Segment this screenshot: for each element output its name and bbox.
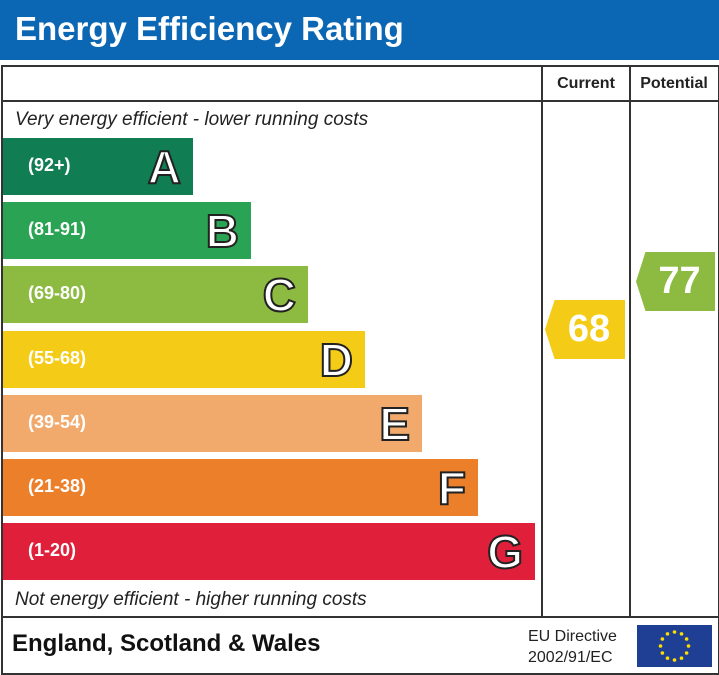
potential-rating-arrow: 77 [636, 252, 715, 311]
star [672, 658, 677, 662]
page-title: Energy Efficiency Rating [15, 10, 404, 47]
header-bar: Energy Efficiency Rating [0, 0, 719, 60]
bottom-note: Not energy efficient - higher running co… [15, 589, 367, 610]
divider [629, 65, 631, 617]
star [679, 632, 684, 636]
star [660, 651, 665, 655]
band-d: (55-68) D [3, 330, 365, 388]
band-letter: B [205, 204, 240, 258]
star [658, 644, 663, 648]
region-label: England, Scotland & Wales [12, 630, 321, 657]
band-a: (92+) A [3, 138, 193, 195]
divider [1, 616, 718, 618]
current-rating-arrow: 68 [545, 300, 625, 359]
star [686, 644, 691, 648]
divider [541, 65, 543, 617]
band-letter: D [319, 333, 354, 387]
band-letter: G [486, 525, 524, 579]
band-letter: A [147, 140, 182, 194]
band-range: (21-38) [28, 476, 87, 496]
top-note: Very energy efficient - lower running co… [15, 109, 369, 130]
potential-column-header: Potential [640, 75, 708, 92]
star [672, 630, 677, 634]
star [684, 637, 689, 641]
current-column-header: Current [557, 75, 615, 92]
star [679, 656, 684, 660]
band-letter: F [437, 461, 467, 515]
band-range: (39-54) [28, 411, 87, 432]
band-letter: C [262, 268, 297, 322]
star [665, 632, 670, 636]
band-range: (1-20) [28, 540, 77, 561]
band-range: (69-80) [28, 283, 87, 304]
eu-flag-icon [637, 625, 712, 667]
band-f: (21-38) F [3, 459, 478, 516]
band-range: (92+) [28, 155, 71, 175]
band-range: (55-68) [28, 347, 87, 368]
band-b: (81-91) B [3, 202, 251, 260]
star [684, 651, 689, 655]
band-g: (1-20) G [3, 523, 535, 581]
star [665, 656, 670, 660]
band-e: (39-54) E [3, 394, 422, 452]
band-letter: E [378, 397, 411, 451]
star [660, 637, 665, 641]
directive-line2: 2002/91/EC [528, 649, 613, 666]
divider [1, 100, 718, 102]
band-range: (81-91) [28, 219, 87, 240]
eu-directive: EU Directive 2002/91/EC [528, 626, 617, 668]
directive-line1: EU Directive [528, 628, 617, 645]
band-c: (69-80) C [3, 266, 308, 324]
